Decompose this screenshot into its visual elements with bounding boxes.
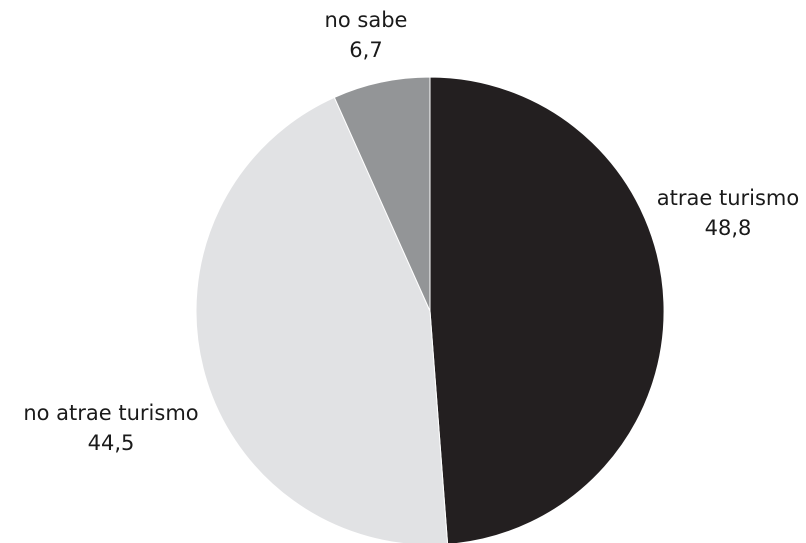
slice-value-atrae-turismo: 48,8 [705,216,752,240]
slice-label-no-atrae-turismo: no atrae turismo [23,401,198,425]
pie-slice-no-sabe [333,76,431,312]
pie-slice-no-atrae-turismo [195,96,449,543]
pie-labels: atrae turismo 48,8 no atrae turismo 44,5 no … [23,8,799,455]
slice-value-no-atrae-turismo: 44,5 [88,431,135,455]
slice-value-no-sabe: 6,7 [349,38,382,62]
slice-label-no-sabe: no sabe [325,8,408,32]
pie-slices [195,76,665,543]
slice-label-atrae-turismo: atrae turismo [657,186,799,210]
pie-slice-atrae-turismo [429,76,665,543]
